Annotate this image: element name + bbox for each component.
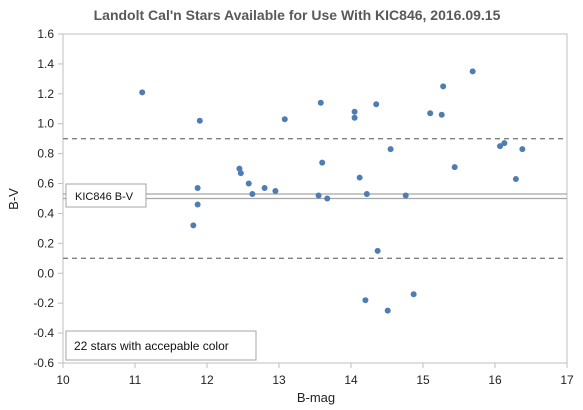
data-point <box>351 108 358 115</box>
data-point <box>438 111 445 118</box>
data-point <box>373 101 380 108</box>
x-tick-label: 11 <box>129 373 142 387</box>
y-axis-title: B-V <box>6 188 21 210</box>
data-point <box>237 170 244 177</box>
y-tick-label: -0.4 <box>33 326 54 340</box>
data-point <box>272 188 279 195</box>
x-tick-label: 13 <box>272 373 286 387</box>
x-tick-label: 14 <box>344 373 358 387</box>
data-point <box>469 68 476 75</box>
y-tick-label: 1.0 <box>37 117 54 131</box>
data-point <box>501 140 508 147</box>
data-point <box>317 99 324 106</box>
data-point <box>190 222 197 229</box>
data-point <box>194 185 201 192</box>
data-point <box>451 164 458 171</box>
data-point <box>410 291 417 298</box>
plot-area <box>62 33 568 364</box>
data-point <box>351 114 358 121</box>
annotation-kic846-bv: KIC846 B-V <box>75 191 134 203</box>
axes: 10 11 12 13 14 15 16 17 -0.6 -0.4 -0.2 0.0 0.2 0.4 0.6… <box>33 27 574 387</box>
data-point <box>427 110 434 117</box>
y-tick-label: -0.2 <box>33 296 54 310</box>
data-point <box>363 191 370 198</box>
data-point <box>362 297 369 304</box>
data-point <box>384 307 391 314</box>
y-tick-label: 1.6 <box>37 27 54 41</box>
x-tick-label: 10 <box>56 373 70 387</box>
x-tick-label: 12 <box>200 373 214 387</box>
y-tick-label: -0.6 <box>33 356 54 370</box>
annotation-box-kic846 <box>65 183 147 208</box>
data-point <box>194 201 201 208</box>
y-tick-label: 0.4 <box>37 206 54 220</box>
x-axis-title: B-mag <box>297 390 335 405</box>
annotation-star-count: 22 stars with accepable color <box>74 339 229 353</box>
data-point <box>196 117 203 124</box>
x-tick-label: 17 <box>560 373 574 387</box>
data-point <box>497 143 504 150</box>
annotation-box-star-count <box>65 330 257 361</box>
data-point <box>281 116 288 123</box>
y-tick-label: 1.2 <box>37 87 54 101</box>
y-tick-label: 0.2 <box>37 236 54 250</box>
data-point <box>356 174 363 181</box>
y-tick-label: 0.0 <box>37 266 54 280</box>
data-point <box>374 247 381 254</box>
data-point <box>519 146 526 153</box>
y-tick-label: 0.8 <box>37 147 54 161</box>
data-point <box>315 192 322 199</box>
data-point <box>245 180 252 187</box>
annotations: KIC846 B-V 22 stars with accepable color <box>65 183 257 361</box>
data-point <box>512 176 519 183</box>
x-tick-label: 15 <box>416 373 430 387</box>
data-point <box>261 185 268 192</box>
data-point <box>440 83 447 90</box>
x-tick-label: 16 <box>488 373 502 387</box>
data-point <box>324 195 331 202</box>
data-point <box>402 192 409 199</box>
y-tick-label: 1.4 <box>37 57 54 71</box>
data-point <box>249 191 256 198</box>
chart-title: Landolt Cal'n Stars Available for Use Wi… <box>94 7 501 23</box>
data-point <box>139 89 146 96</box>
y-tick-label: 0.6 <box>37 177 54 191</box>
data-point <box>387 146 394 153</box>
data-point <box>319 159 326 166</box>
